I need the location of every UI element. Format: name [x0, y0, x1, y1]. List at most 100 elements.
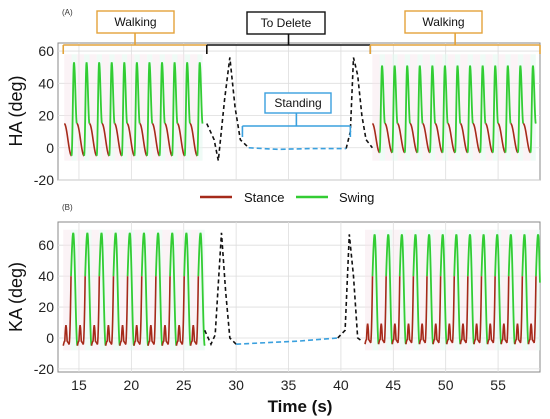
stance-line — [139, 122, 148, 157]
panel-b-ticks: -20 0 20 40 60 15 20 25 30 35 40 45 50 55 — [34, 237, 506, 393]
swing-shading — [467, 229, 474, 351]
panel-b-label: (B) — [62, 203, 73, 212]
x-tick-label: 35 — [281, 377, 297, 393]
swing-shading — [141, 229, 149, 351]
swing-line — [439, 234, 448, 345]
stance-shading — [460, 54, 468, 161]
swing-shading — [379, 54, 385, 161]
swing-line — [371, 234, 380, 345]
stance-line — [473, 276, 483, 345]
stance-line — [485, 122, 494, 154]
stance-line — [397, 122, 406, 154]
stance-line — [89, 122, 98, 157]
swing-line — [403, 65, 411, 153]
stance-shading — [485, 54, 493, 161]
swing-line — [196, 62, 204, 156]
x-tick-label: 15 — [71, 377, 87, 393]
swing-shading — [96, 54, 103, 161]
stance-shading — [392, 229, 400, 351]
walking-1-label-box — [96, 10, 175, 34]
swing-line — [83, 62, 91, 156]
stance-shading — [523, 54, 531, 161]
stance-line — [101, 122, 110, 157]
stance-line — [522, 122, 531, 154]
stance-line — [161, 276, 171, 346]
stance-shading — [378, 229, 387, 351]
stance-shading — [127, 54, 135, 161]
stance-line — [133, 276, 143, 346]
stance-line — [447, 122, 456, 154]
panel-a-ytick-label: -20 — [34, 172, 54, 188]
swing-shading — [467, 54, 473, 161]
swing-shading — [413, 229, 420, 351]
swing-line — [494, 234, 503, 345]
stance-shading — [77, 229, 86, 351]
segment-annotations: Walking To Delete Walking Standing — [62, 10, 541, 137]
swing-shading — [184, 54, 191, 161]
stance-shading — [119, 229, 128, 351]
panel-b-curves — [62, 232, 541, 347]
swing-line — [466, 234, 475, 345]
stance-line — [377, 276, 387, 345]
swing-line — [441, 65, 449, 153]
stance-shading — [176, 229, 185, 351]
swing-shading — [113, 229, 120, 351]
stance-shading — [397, 54, 405, 161]
swing-line — [521, 234, 530, 345]
swing-shading — [159, 54, 165, 161]
stance-line — [147, 276, 157, 346]
swing-shading — [480, 54, 486, 161]
stance-shading — [433, 229, 441, 351]
swing-line — [429, 65, 437, 153]
swing-shading — [71, 54, 77, 161]
panel-a-ytick-label: 20 — [38, 108, 54, 124]
to-delete-label-box — [246, 11, 326, 35]
panel-a-ytick-label: 60 — [38, 43, 54, 59]
stance-line — [189, 122, 198, 157]
swing-shading — [530, 54, 536, 161]
swing-line — [412, 234, 421, 345]
swing-shading — [170, 229, 177, 351]
panel-b-ytick-label: 40 — [38, 268, 54, 284]
x-tick-label: 20 — [124, 377, 140, 393]
swing-shading — [442, 54, 448, 161]
transition-dashed-line — [337, 234, 363, 342]
panel-a-y-axis-label: HA (deg) — [6, 75, 26, 146]
stance-line — [189, 276, 200, 346]
stance-line — [391, 276, 401, 345]
stance-line — [90, 276, 101, 346]
stance-line — [151, 122, 160, 157]
swing-line — [416, 65, 424, 153]
swing-shading — [429, 54, 436, 161]
panel-a-ytick-label: 40 — [38, 75, 54, 91]
swing-line — [140, 232, 149, 346]
stance-shading — [89, 54, 97, 161]
legend-stance-label: Stance — [244, 190, 284, 205]
swing-line — [454, 65, 462, 153]
swing-line — [517, 65, 525, 153]
legend-swing-label: Swing — [339, 190, 374, 205]
swing-shading — [404, 54, 411, 161]
legend: Stance Swing — [200, 190, 374, 205]
stance-line — [422, 122, 431, 154]
walking-1-label-text: Walking — [114, 15, 156, 29]
swing-line — [112, 232, 121, 346]
swing-line — [507, 234, 516, 345]
stance-shading — [528, 229, 536, 351]
panel-a-label: (A) — [62, 8, 73, 17]
swing-line — [108, 62, 116, 156]
x-tick-label: 50 — [438, 377, 454, 393]
stance-line — [126, 122, 135, 157]
standing-label-text: Standing — [274, 96, 321, 110]
swing-shading — [121, 54, 128, 161]
swing-shading — [440, 229, 447, 351]
swing-shading — [386, 229, 393, 351]
stance-shading — [105, 229, 114, 351]
walking-2-label-text: Walking — [422, 15, 464, 29]
stance-shading — [190, 54, 198, 161]
swing-line — [378, 65, 386, 153]
stance-shading — [64, 54, 72, 161]
stance-line — [372, 122, 380, 154]
stance-shading — [405, 229, 414, 351]
